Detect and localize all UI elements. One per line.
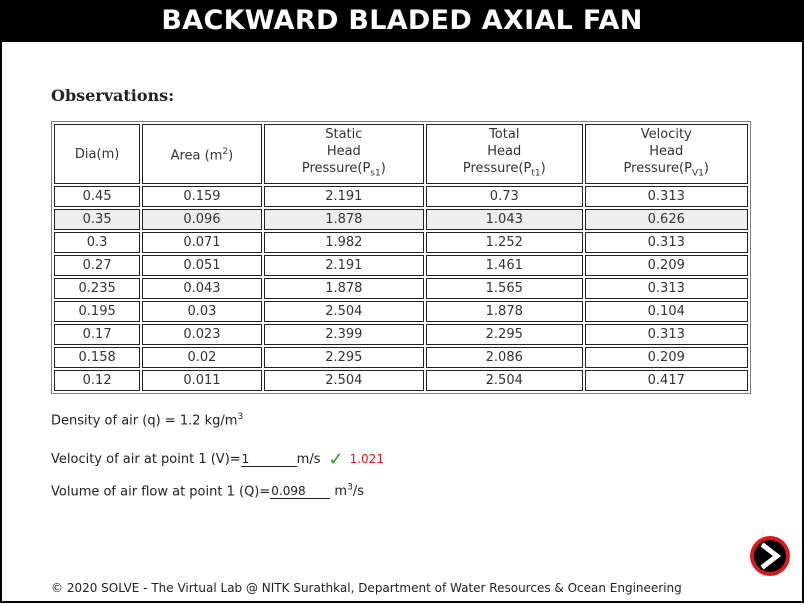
table-cell: 0.27 <box>54 255 141 276</box>
density-unit-sup: 3 <box>237 412 244 422</box>
table-cell: 2.295 <box>426 324 583 345</box>
volume-of-air-flow-line: Volume of air flow at point 1 (Q)=0.098 … <box>51 483 364 500</box>
table-cell: 0.195 <box>54 301 141 322</box>
table-cell: 2.086 <box>426 347 583 368</box>
table-cell: 0.313 <box>584 278 748 299</box>
table-cell: 0.313 <box>584 324 748 345</box>
table-cell: 0.011 <box>142 370 262 391</box>
table-cell: 0.158 <box>54 347 141 368</box>
table-cell: 0.313 <box>584 186 748 207</box>
table-cell: 0.043 <box>142 278 262 299</box>
table-row: 0.27 0.051 2.191 1.461 0.209 <box>54 255 748 276</box>
table-cell: 1.878 <box>263 209 425 230</box>
observations-table-container: Dia(m) Area (m2) Static Head Pressure(Ps… <box>51 121 751 394</box>
density-label: Density of air (q) = 1.2 kg/m <box>51 413 238 429</box>
col-header-velocity-head-pressure: Velocity Head Pressure(PV1) <box>584 124 748 184</box>
table-cell: 0.03 <box>142 301 262 322</box>
table-cell: 1.461 <box>426 255 583 276</box>
col-header-total-head-pressure: Total Head Pressure(Pt1) <box>426 124 583 184</box>
table-cell: 0.104 <box>584 301 748 322</box>
next-arrow-icon <box>760 542 782 570</box>
table-cell: 1.043 <box>426 209 583 230</box>
table-cell: 0.051 <box>142 255 262 276</box>
table-cell: 0.235 <box>54 278 141 299</box>
table-cell: 2.191 <box>263 186 425 207</box>
table-cell: 0.12 <box>54 370 141 391</box>
table-row-highlighted: 0.35 0.096 1.878 1.043 0.626 <box>54 209 748 230</box>
table-cell: 2.504 <box>263 301 425 322</box>
table-cell: 0.35 <box>54 209 141 230</box>
check-mark-icon: ✓ <box>328 449 344 470</box>
table-header-row: Dia(m) Area (m2) Static Head Pressure(Ps… <box>54 124 748 184</box>
volume-input[interactable]: 0.098 <box>270 485 331 500</box>
table-cell: 1.982 <box>263 232 425 253</box>
table-cell: 1.252 <box>426 232 583 253</box>
col-header-dia: Dia(m) <box>54 124 141 184</box>
col-header-area: Area (m2) <box>142 124 262 184</box>
volume-unit: m3/s <box>334 483 364 500</box>
table-row: 0.158 0.02 2.295 2.086 0.209 <box>54 347 748 368</box>
velocity-unit: m/s <box>296 452 321 467</box>
table-row: 0.45 0.159 2.191 0.73 0.313 <box>54 186 748 207</box>
table-cell: 0.45 <box>54 186 141 207</box>
table-cell: 0.313 <box>584 232 748 253</box>
velocity-label: Velocity of air at point 1 (V)= <box>51 452 241 467</box>
table-row: 0.195 0.03 2.504 1.878 0.104 <box>54 301 748 322</box>
table-cell: 2.504 <box>263 370 425 391</box>
table-cell: 0.096 <box>142 209 262 230</box>
velocity-of-air-line: Velocity of air at point 1 (V)=1 m/s ✓ 1.02… <box>51 449 384 470</box>
table-cell: 0.73 <box>426 186 583 207</box>
table-cell: 0.023 <box>142 324 262 345</box>
velocity-result: 1.021 <box>349 452 384 466</box>
table-cell: 0.626 <box>584 209 748 230</box>
table-cell: 0.417 <box>584 370 748 391</box>
table-cell: 2.295 <box>263 347 425 368</box>
velocity-input[interactable]: 1 <box>240 453 297 467</box>
observations-table: Dia(m) Area (m2) Static Head Pressure(Ps… <box>51 121 751 394</box>
col-header-static-head-pressure: Static Head Pressure(Ps1) <box>263 124 425 184</box>
table-row: 0.17 0.023 2.399 2.295 0.313 <box>54 324 748 345</box>
table-cell: 2.504 <box>426 370 583 391</box>
footer-copyright: © 2020 SOLVE - The Virtual Lab @ NITK Su… <box>51 581 682 595</box>
volume-label: Volume of air flow at point 1 (Q)= <box>51 484 271 500</box>
density-of-air-line: Density of air (q) = 1.2 kg/m3 <box>51 412 243 428</box>
next-button[interactable] <box>750 536 790 576</box>
table-row: 0.3 0.071 1.982 1.252 0.313 <box>54 232 748 253</box>
table-cell: 0.159 <box>142 186 262 207</box>
page-title: BACKWARD BLADED AXIAL FAN <box>0 0 804 42</box>
table-cell: 0.209 <box>584 347 748 368</box>
table-cell: 0.3 <box>54 232 141 253</box>
table-cell: 0.02 <box>142 347 262 368</box>
table-cell: 2.399 <box>263 324 425 345</box>
table-cell: 0.17 <box>54 324 141 345</box>
table-cell: 1.878 <box>426 301 583 322</box>
table-cell: 1.565 <box>426 278 583 299</box>
table-cell: 1.878 <box>263 278 425 299</box>
table-cell: 0.071 <box>142 232 262 253</box>
table-cell: 0.209 <box>584 255 748 276</box>
observations-heading: Observations: <box>51 86 175 105</box>
table-cell: 2.191 <box>263 255 425 276</box>
table-row: 0.12 0.011 2.504 2.504 0.417 <box>54 370 748 391</box>
table-row: 0.235 0.043 1.878 1.565 0.313 <box>54 278 748 299</box>
